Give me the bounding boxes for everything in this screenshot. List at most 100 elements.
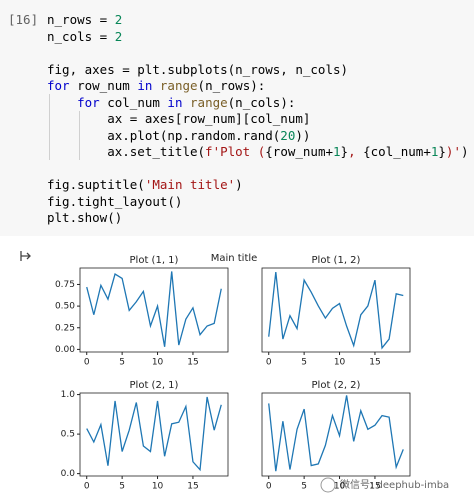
line-series	[268, 271, 404, 350]
code-token: )	[235, 177, 243, 192]
axes-frame	[79, 267, 229, 353]
x-tick-label: 15	[187, 482, 198, 492]
code-token: )	[460, 144, 469, 159]
y-tick-label: 0.00	[55, 345, 75, 355]
subplot: Plot (1, 1) 0 5 10 15 0.00 0.25 0.50 0.75	[55, 255, 229, 368]
y-tick-label: 0.75	[55, 280, 75, 290]
y-tick-label: 0.0	[61, 469, 76, 479]
code-token: ax = axes[row_num][col_num]	[47, 111, 311, 126]
code-line: fig.suptitle('Main title')	[47, 177, 469, 194]
x-tick-label: 10	[152, 482, 164, 492]
x-tick-label: 5	[301, 482, 307, 492]
x-tick-label: 10	[334, 358, 346, 368]
x-tick-label: 10	[152, 358, 164, 368]
x-tick-label: 0	[266, 358, 272, 368]
code-token: fig, axes = plt.subplots(n_rows, n_cols)	[47, 61, 349, 77]
code-token: range	[159, 78, 198, 93]
subplot: Plot (2, 2) 0 5 10 15	[261, 380, 411, 492]
code-line: fig, axes = plt.subplots(n_rows, n_cols)	[47, 62, 469, 79]
line-series	[86, 271, 222, 347]
x-tick-label: 0	[266, 482, 272, 492]
subplot-title: Plot (1, 1)	[130, 255, 179, 266]
code-token: plt.show()	[47, 210, 123, 225]
code-token: n_cols =	[47, 28, 115, 44]
x-tick-label: 0	[84, 482, 90, 492]
code-editor[interactable]: [16] n_rows = 2 n_cols = 2 fig, axes = plt…	[0, 0, 474, 236]
cell-prompt: [16]	[8, 12, 39, 27]
x-tick-label: 15	[369, 482, 380, 492]
code-line: ax = axes[row_num][col_num]	[47, 111, 469, 128]
x-tick-label: 5	[119, 482, 125, 492]
code-token: col_num	[99, 94, 168, 110]
code-token: 1	[430, 144, 439, 159]
indent-guide	[49, 94, 50, 160]
subplot-title: Plot (2, 2)	[312, 380, 361, 391]
subplot: Plot (1, 2) 0 5 10 15	[261, 255, 411, 368]
code-token: 2	[114, 28, 123, 44]
code-token: 2	[114, 12, 123, 27]
axes-frame	[79, 392, 229, 477]
line-series	[268, 395, 404, 472]
code-token: }	[438, 144, 446, 159]
code-lines: n_rows = 2 n_cols = 2 fig, axes = plt.subp…	[47, 12, 469, 227]
code-token: )'	[445, 144, 461, 159]
code-token	[47, 95, 77, 110]
code-line: fig.tight_layout()	[47, 194, 469, 211]
output-icon	[20, 251, 31, 261]
subplot-title: Plot (1, 2)	[312, 255, 361, 266]
code-token: ))	[295, 127, 311, 143]
y-tick-label: 0.25	[55, 323, 75, 333]
line-series	[86, 396, 222, 472]
code-line: plt.show()	[47, 210, 469, 227]
code-token: in	[167, 94, 183, 110]
x-tick-label: 5	[301, 358, 307, 368]
code-token: in	[137, 78, 153, 93]
watermark-text: 微信号: deephub-imba	[340, 478, 449, 491]
code-token	[152, 78, 160, 93]
code-token: for	[77, 94, 100, 110]
code-token: for	[47, 78, 70, 93]
watermark: 微信号: deephub-imba	[320, 474, 472, 496]
y-tick-label: 0.50	[55, 302, 75, 312]
x-tick-label: 10	[334, 482, 346, 492]
code-line: ax.plot(np.random.rand(20))	[47, 128, 469, 145]
code-line: for row_num in range(n_rows):	[47, 78, 469, 95]
x-tick-label: 5	[119, 358, 125, 368]
code-token: ax.plot(np.random.rand(	[47, 127, 281, 143]
code-token: (n_cols):	[227, 94, 296, 110]
code-token: row_num	[69, 78, 138, 93]
axes-frame	[261, 392, 411, 477]
code-token: fig.tight_layout()	[47, 193, 183, 209]
code-token: 1	[333, 144, 341, 159]
x-tick-label: 15	[187, 358, 198, 368]
x-tick-label: 15	[369, 358, 380, 368]
code-token: }	[340, 144, 349, 159]
subplot-title: Plot (2, 1)	[130, 380, 179, 391]
y-tick-label: 0.5	[61, 430, 75, 440]
code-token	[182, 95, 190, 110]
code-token: ax.set_title(	[47, 144, 206, 159]
indent-guide	[79, 111, 80, 160]
code-token: ,	[348, 144, 364, 159]
code-token: range	[190, 94, 228, 110]
code-line	[47, 45, 469, 62]
x-tick-label: 0	[84, 358, 90, 368]
code-token: 20	[280, 127, 296, 143]
figure: Main title 微信号: deephub-imba Plot (1, 1)…	[20, 251, 472, 496]
code-token: {col_num+	[363, 144, 431, 159]
code-line: n_cols = 2	[47, 29, 469, 46]
axes-frame	[261, 267, 411, 353]
code-line: ax.set_title(f'Plot ({row_num+1}, {col_n…	[47, 144, 469, 161]
code-token: {row_num+	[265, 144, 333, 159]
code-line: for col_num in range(n_cols):	[47, 95, 469, 112]
suptitle: Main title	[211, 253, 258, 264]
code-token: (n_rows):	[197, 78, 266, 93]
code-token: n_rows =	[47, 12, 115, 27]
code-line	[47, 161, 469, 178]
code-token: f'Plot (	[205, 144, 266, 159]
code-token: fig.suptitle(	[47, 177, 145, 192]
y-tick-label: 1.0	[61, 390, 76, 400]
code-token: 'Main title'	[144, 177, 236, 192]
code-line: n_rows = 2	[47, 12, 469, 29]
